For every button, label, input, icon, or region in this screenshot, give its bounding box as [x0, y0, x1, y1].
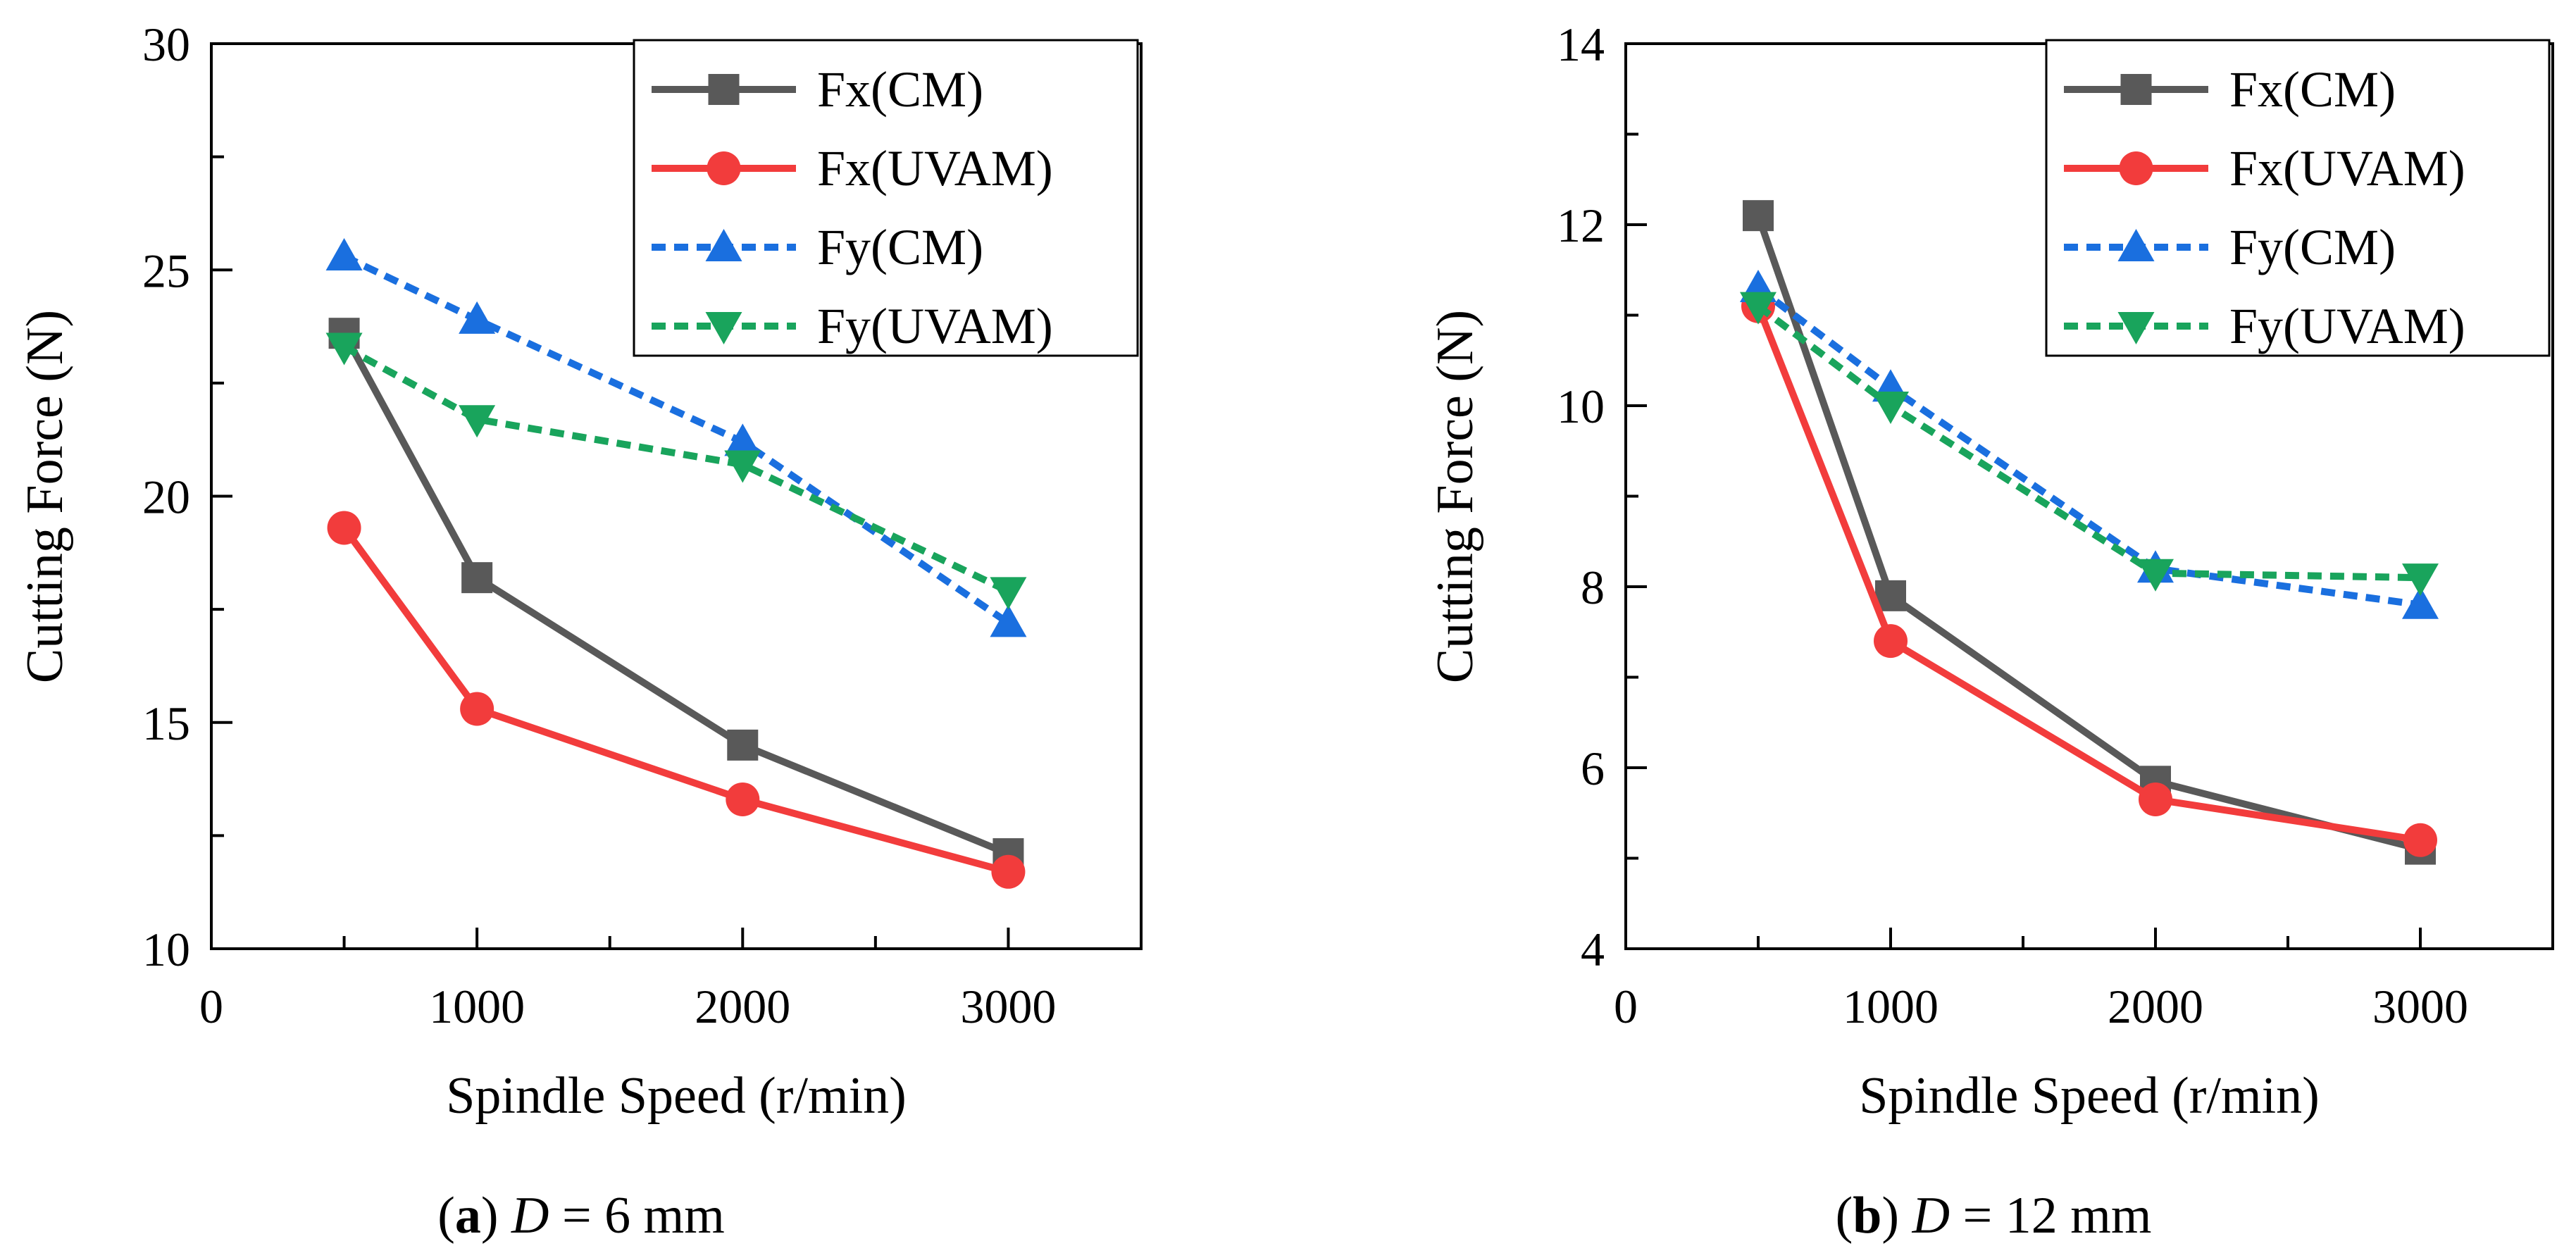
panel-a-y-tick-label: 25: [142, 244, 190, 297]
panel-a-x-tick-label: 3000: [960, 980, 1056, 1033]
panel-a-legend: Fx(CM) Fx(UVAM) Fy(CM) Fy(UVAM): [633, 39, 1139, 357]
panel-a-legend-marker-0: [708, 74, 740, 105]
panel-a-series-1-point: [460, 692, 494, 726]
panel-a-series-2-point: [990, 604, 1027, 637]
panel-b-y-tick-label: 10: [1557, 380, 1605, 433]
panel-b-series-1-point: [2139, 782, 2172, 816]
panel-a-series-line-2: [342, 253, 1011, 626]
chart-panel-b: 0 1000 2000 3000 4 6 8 10 12 14 Fx(CM) Fx(UVAM) Fy…: [1426, 18, 2554, 1245]
panel-b-series-line-3: [1755, 303, 2421, 582]
panel-a-legend-marker-1: [707, 151, 741, 185]
panel-a-y-tick-label: 15: [142, 697, 190, 750]
panel-a-y-tick-label: 10: [142, 923, 190, 976]
panel-b-x-tick-label: 0: [1614, 980, 1638, 1033]
panel-a-x-tick-label: 1000: [429, 980, 525, 1033]
panel-a-legend-label-3: Fy(UVAM): [817, 298, 1053, 354]
panel-a-caption-value: = 6 mm: [549, 1187, 724, 1245]
panel-a-legend-label-2: Fy(CM): [817, 219, 983, 275]
panel-b-legend-label-0: Fx(CM): [2229, 61, 2396, 118]
panel-b-caption-letter: b: [1853, 1187, 1881, 1245]
panel-b-caption-variable: D: [1912, 1187, 1950, 1245]
panel-b-series-1-point: [1874, 624, 1908, 659]
panel-a-x-axis-title: Spindle Speed (r/min): [446, 1067, 907, 1125]
panel-b-legend-label-1: Fx(UVAM): [2229, 140, 2465, 197]
panel-b-series-1-point: [2403, 823, 2437, 857]
panel-b-legend: Fx(CM) Fx(UVAM) Fy(CM) Fy(UVAM): [2045, 39, 2551, 357]
panel-b-y-tick-label: 6: [1581, 742, 1605, 795]
panel-b-y-tick-label: 14: [1557, 18, 1605, 71]
panel-b-x-tick-label: 3000: [2372, 980, 2468, 1033]
panel-a-series-3-point: [724, 450, 761, 483]
panel-a-series-3-point: [990, 577, 1027, 610]
panel-a-marks: [325, 237, 1027, 889]
panel-a-caption-letter: a: [455, 1187, 481, 1245]
panel-a-x-tick-label: 0: [199, 980, 223, 1033]
panel-a-series-line-0: [341, 331, 1010, 857]
panel-a-series-1-point: [991, 854, 1026, 889]
panel-a-series-line-1: [341, 525, 1009, 875]
panel-a-series-2-point: [325, 237, 363, 270]
panel-b-series-3-point: [2402, 563, 2439, 597]
panel-a-series-0-point: [727, 729, 759, 761]
panel-b-legend-marker-0: [2120, 74, 2152, 105]
panel-b-series-line-0: [1755, 214, 2422, 853]
panel-a-legend-marker-3: [705, 312, 742, 344]
panel-a-series-3-point: [459, 405, 496, 438]
panel-b-series-3-point: [1740, 292, 1777, 325]
panel-b-y-tick-label: 8: [1581, 561, 1605, 614]
panel-b-y-axis-title: Cutting Force (N): [1426, 310, 1484, 683]
panel-a-series-3-point: [325, 332, 363, 366]
panel-a-legend-label-0: Fx(CM): [817, 61, 983, 118]
panel-b-x-tick-label: 1000: [1843, 980, 1939, 1033]
panel-b-series-3-point: [2137, 559, 2174, 592]
panel-b-x-tick-label: 2000: [2108, 980, 2203, 1033]
panel-b-x-ticks: 0 1000 2000 3000: [1614, 928, 2468, 1033]
panel-b-caption: (b) D = 12 mm: [1836, 1187, 2152, 1245]
panel-a-caption-variable: D: [511, 1187, 549, 1245]
panel-b-y-tick-label: 4: [1581, 923, 1605, 976]
panel-a-series-1-point: [327, 511, 361, 545]
panel-b-series-2-point: [2402, 586, 2439, 619]
panel-a-series-1-point: [726, 782, 760, 816]
panel-b-marks: [1740, 200, 2439, 865]
panel-a-caption: (a) D = 6 mm: [437, 1187, 725, 1245]
panel-b-legend-label-3: Fy(UVAM): [2229, 298, 2465, 354]
panel-a-y-tick-label: 30: [142, 18, 190, 71]
panel-b-y-ticks: 4 6 8 10 12 14: [1557, 18, 1647, 976]
panel-b-legend-label-2: Fy(CM): [2229, 219, 2396, 275]
panel-a-legend-label-1: Fx(UVAM): [817, 140, 1053, 197]
panel-a-y-ticks: 10 15 20 25 30: [142, 18, 232, 976]
panel-a-series-2-point: [724, 423, 761, 456]
panel-a-legend-marker-2: [705, 229, 742, 261]
panel-b-series-line-2: [1755, 285, 2421, 609]
panel-b-x-axis-title: Spindle Speed (r/min): [1859, 1067, 2320, 1125]
panel-a-x-tick-label: 2000: [695, 980, 790, 1033]
panel-a-series-2-point: [459, 301, 496, 334]
panel-a-series-0-point: [461, 562, 493, 594]
panel-b-caption-value: = 12 mm: [1950, 1187, 2151, 1245]
panel-a-y-axis-title: Cutting Force (N): [16, 310, 74, 683]
panel-a-series-line-3: [342, 344, 1010, 594]
panel-b-legend-marker-3: [2117, 312, 2155, 344]
panel-b-series-0-point: [1743, 200, 1774, 232]
panel-a-y-tick-label: 20: [142, 470, 190, 524]
panel-b-legend-marker-2: [2117, 229, 2155, 261]
panel-b-legend-marker-1: [2119, 151, 2153, 185]
panel-a-x-ticks: 0 1000 2000 3000: [199, 928, 1056, 1033]
panel-b-y-tick-label: 12: [1557, 199, 1605, 252]
panel-b-series-3-point: [1872, 392, 1909, 424]
panel-b-series-line-1: [1755, 304, 2421, 844]
